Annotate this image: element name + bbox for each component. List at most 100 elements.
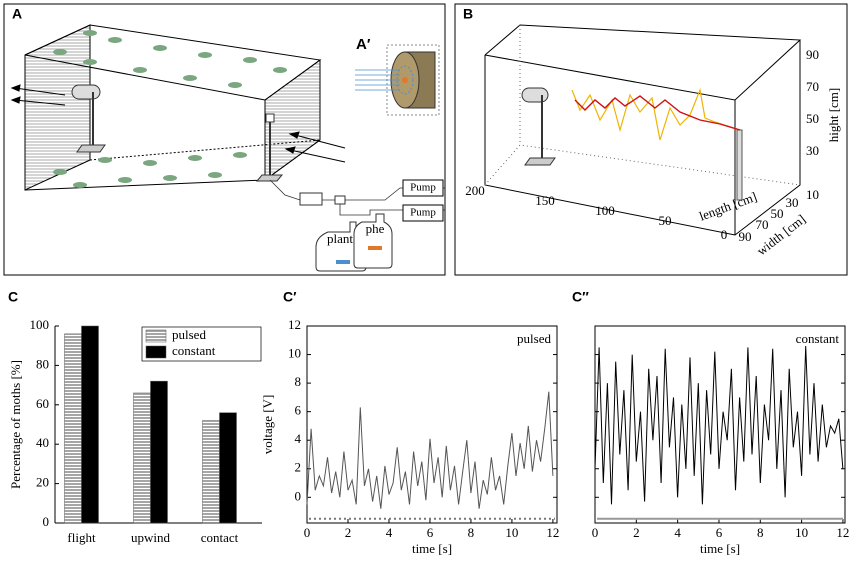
arrows — [10, 84, 346, 163]
signal-line — [594, 345, 844, 505]
x-tick-label: 2 — [633, 525, 640, 540]
y-tick-label: 8 — [295, 374, 302, 389]
legend-label: pulsed — [172, 327, 206, 342]
box-side — [484, 40, 801, 236]
shape — [73, 182, 87, 188]
shape — [336, 260, 350, 264]
x-tick-label: 8 — [468, 525, 475, 540]
x-tick-label: 6 — [427, 525, 434, 540]
height-tick: 50 — [806, 111, 819, 126]
shape — [53, 169, 67, 175]
shape — [289, 149, 346, 163]
shape — [736, 129, 743, 201]
panel-label: B — [463, 6, 473, 22]
panel-b: B length [cm] width [cm] hight [cm] — [454, 3, 848, 276]
y-axis-label: voltage [V] — [260, 395, 275, 455]
length-tick: 0 — [721, 227, 728, 242]
y-tick-label: 20 — [36, 475, 49, 490]
shape — [76, 144, 106, 153]
panel-a: A — [3, 3, 446, 276]
y-axis-label: Percentage of moths [%] — [8, 360, 23, 489]
y-tick-label: 4 — [295, 431, 302, 446]
shape — [288, 131, 300, 139]
inset-label: A′ — [356, 36, 371, 53]
bar — [202, 420, 220, 524]
bar — [150, 380, 168, 524]
legend-swatch — [145, 329, 167, 343]
panel-frame — [454, 3, 848, 276]
length-tick: 50 — [659, 213, 672, 228]
x-tick-label: 4 — [674, 525, 681, 540]
bar — [133, 392, 151, 524]
shape — [10, 96, 21, 104]
shape — [183, 75, 197, 81]
y-tick-label: 60 — [36, 396, 49, 411]
x-tick-label: 8 — [757, 525, 764, 540]
y-tick-label: 2 — [295, 460, 302, 475]
shape — [133, 67, 147, 73]
x-tick-label: 12 — [836, 525, 849, 540]
shape — [198, 52, 212, 58]
shape — [355, 69, 400, 91]
shape — [14, 87, 66, 96]
y-tick-label: 100 — [30, 317, 50, 332]
inset: A′ — [355, 36, 440, 116]
tubing: Pump Pump plant phe — [269, 179, 445, 272]
x-tick-label: contact — [201, 530, 239, 545]
height-tick: 30 — [806, 143, 819, 158]
shape — [273, 67, 287, 73]
x-axis-label: time [s] — [700, 541, 740, 556]
panel-frame — [3, 3, 446, 276]
x-tick-label: 2 — [345, 525, 352, 540]
x-tick-label: 0 — [592, 525, 599, 540]
width-tick: 70 — [756, 217, 769, 232]
panel-label: A — [12, 6, 22, 22]
shape — [228, 82, 242, 88]
shape — [284, 146, 296, 154]
shape — [188, 155, 202, 161]
trajectory — [574, 95, 741, 131]
moth-holder — [71, 84, 284, 182]
shape — [83, 30, 97, 36]
x-tick-label: 10 — [505, 525, 518, 540]
shape — [521, 87, 549, 103]
panel-label: C″ — [572, 289, 589, 305]
annotation: pulsed — [517, 331, 551, 346]
x-tick-label: 4 — [386, 525, 393, 540]
bottle-label: plant — [327, 231, 353, 246]
x-tick-label: upwind — [131, 530, 171, 545]
width-tick: 50 — [771, 206, 784, 221]
shape — [396, 65, 414, 95]
legend-frame — [141, 326, 262, 362]
annotation: constant — [796, 331, 840, 346]
shape — [233, 152, 247, 158]
shape — [10, 84, 21, 92]
plot-frame — [306, 325, 558, 524]
shape — [294, 134, 346, 149]
box-top — [24, 24, 322, 101]
x-tick-label: 0 — [304, 525, 311, 540]
shape — [402, 77, 408, 83]
shape — [402, 179, 444, 197]
height-tick: 10 — [806, 187, 819, 202]
y-tick-label: 40 — [36, 435, 49, 450]
shape — [118, 177, 132, 183]
b-holder — [521, 87, 743, 201]
shape — [402, 204, 444, 222]
x-tick-label: 12 — [546, 525, 559, 540]
shape — [53, 49, 67, 55]
length-tick: 200 — [465, 183, 485, 198]
panel-label: C — [8, 289, 18, 305]
bar — [81, 325, 99, 524]
shape — [108, 37, 122, 43]
shape — [265, 113, 275, 123]
width-tick: 30 — [786, 195, 799, 210]
y-tick-label: 80 — [36, 356, 49, 371]
pump-label: Pump — [410, 207, 436, 219]
y-tick-label: 6 — [295, 403, 302, 418]
trajectory — [571, 87, 741, 141]
shape — [334, 195, 346, 205]
